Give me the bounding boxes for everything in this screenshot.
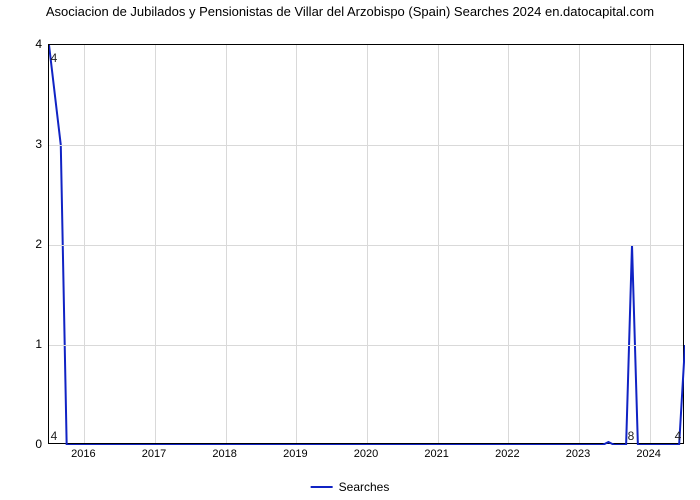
legend: Searches: [311, 480, 390, 494]
vgrid: [579, 45, 580, 443]
vgrid: [508, 45, 509, 443]
x-tick-label: 2016: [71, 448, 95, 460]
vgrid: [226, 45, 227, 443]
chart-title: Asociacion de Jubilados y Pensionistas d…: [0, 0, 700, 20]
plot-area: [48, 44, 684, 444]
vgrid: [650, 45, 651, 443]
chart-container: Asociacion de Jubilados y Pensionistas d…: [0, 0, 700, 500]
y-tick-label: 0: [2, 437, 42, 451]
y-tick-label: 4: [2, 37, 42, 51]
legend-label: Searches: [339, 480, 390, 494]
data-annotation: 4: [51, 429, 58, 443]
y-tick-label: 2: [2, 237, 42, 251]
y-tick-label: 3: [2, 137, 42, 151]
data-annotation: 4: [675, 429, 682, 443]
vgrid: [367, 45, 368, 443]
hgrid: [49, 145, 683, 146]
legend-swatch: [311, 486, 333, 488]
x-tick-label: 2021: [424, 448, 448, 460]
hgrid: [49, 245, 683, 246]
x-tick-label: 2022: [495, 448, 519, 460]
hgrid: [49, 345, 683, 346]
x-tick-label: 2017: [142, 448, 166, 460]
x-tick-label: 2020: [354, 448, 378, 460]
data-annotation: 8: [628, 429, 635, 443]
x-tick-label: 2023: [566, 448, 590, 460]
x-tick-label: 2019: [283, 448, 307, 460]
vgrid: [84, 45, 85, 443]
vgrid: [155, 45, 156, 443]
x-tick-label: 2024: [636, 448, 660, 460]
vgrid: [296, 45, 297, 443]
x-tick-label: 2018: [212, 448, 236, 460]
y-tick-label: 1: [2, 337, 42, 351]
vgrid: [438, 45, 439, 443]
data-annotation: 4: [51, 51, 58, 65]
chart-area: 0123420162017201820192020202120222023202…: [48, 44, 684, 444]
